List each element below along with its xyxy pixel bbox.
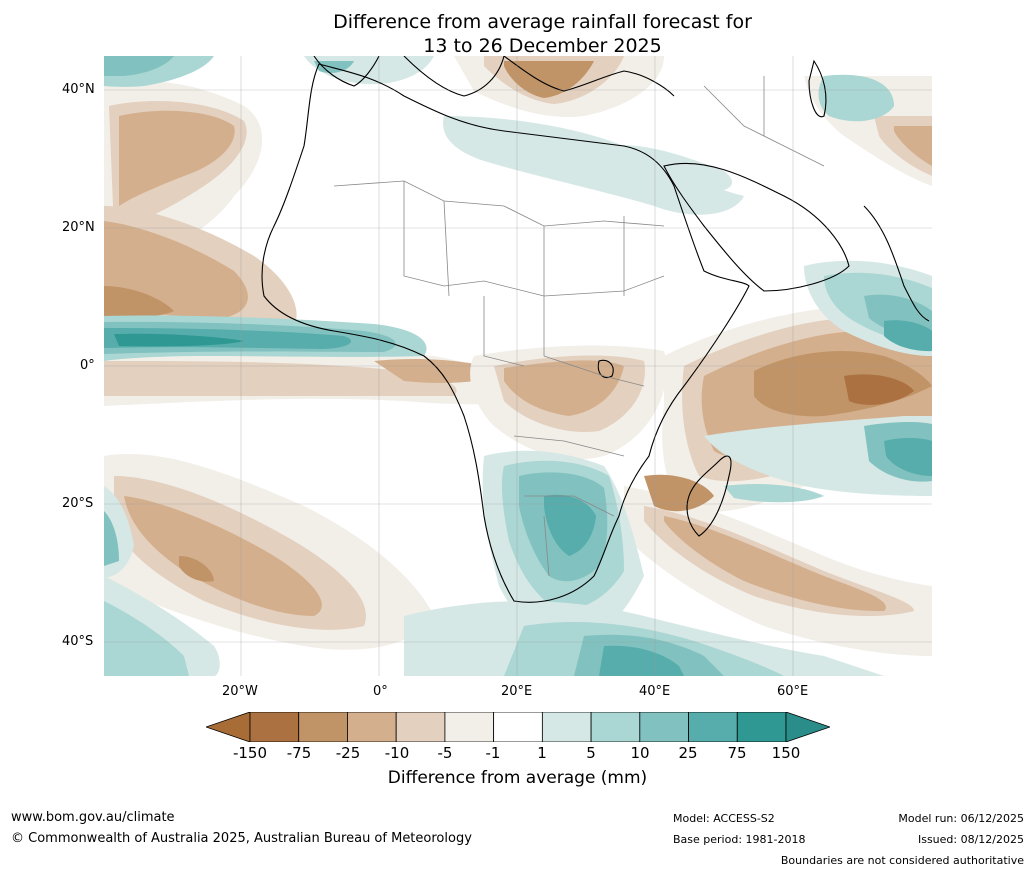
wet-region-itcz-4 <box>114 333 244 347</box>
wet-region-sw-corner-2 <box>104 601 189 676</box>
dry-region-indian-ocean-5 <box>844 374 914 405</box>
dry-region-congo-3 <box>504 360 624 416</box>
india-coastline <box>863 205 930 322</box>
lat-label-20n: 20°N <box>62 220 95 235</box>
legend-swatch <box>493 712 543 742</box>
lon-label-60e: 60°E <box>777 684 809 699</box>
footer-model-run: Model run: 06/12/2025 <box>898 812 1024 825</box>
lat-label-40s: 40°S <box>62 634 94 649</box>
legend-tick-label: 1 <box>537 744 547 762</box>
legend-title-text: Difference from average (mm) <box>387 768 648 788</box>
wet-region-caspian <box>818 74 894 122</box>
border-3 <box>443 200 450 297</box>
africa-coastline <box>261 63 750 603</box>
wet-region-levant-2 <box>604 145 733 193</box>
map-title: Difference from average rainfall forecas… <box>0 10 1035 58</box>
legend-swatch <box>590 712 641 742</box>
dry-region-s-atlantic-4 <box>179 556 214 582</box>
caspian-coastline <box>808 59 827 118</box>
border-6 <box>543 355 645 387</box>
border-5 <box>483 296 525 367</box>
legend-tick-label: -1 <box>485 744 501 762</box>
lon-label-0: 0° <box>373 684 388 699</box>
legend-swatch <box>347 712 397 742</box>
legend-swatch <box>639 712 689 742</box>
dry-region-mediterranean-3 <box>504 61 594 98</box>
wet-region-arabian-sea-4 <box>884 320 932 352</box>
legend-swatch <box>541 712 592 742</box>
border-9 <box>543 515 550 577</box>
footer-copyright: © Commonwealth of Australia 2025, Austra… <box>11 831 472 846</box>
wet-region-southern-ocean-4 <box>599 645 684 676</box>
legend-swatch <box>298 712 348 742</box>
border-8 <box>524 495 615 517</box>
country-borders <box>333 76 825 577</box>
lat-label-eq: 0° <box>80 358 95 373</box>
legend-tick-label: 10 <box>630 744 650 762</box>
lon-label-40e: 40°E <box>639 684 671 699</box>
lon-label-20e: 20°E <box>501 684 533 699</box>
arabia-coastline <box>663 162 850 292</box>
footer-disclaimer: Boundaries are not considered authoritat… <box>780 854 1024 867</box>
wet-region-w-edge-2 <box>104 511 119 566</box>
iberia-coastline <box>313 56 380 87</box>
balkan-turkey-coastline <box>503 56 675 97</box>
footer-base-period: Base period: 1981-2018 <box>673 833 806 846</box>
lon-label-20w: 20°W <box>222 684 258 699</box>
lake-victoria <box>597 359 614 379</box>
title-line-1: Difference from average rainfall forecas… <box>333 11 752 33</box>
legend-swatch-low-extend <box>206 712 251 742</box>
legend-swatch <box>395 712 446 742</box>
legend-tick-label: 150 <box>771 744 801 762</box>
legend-colorbar <box>206 712 830 742</box>
wet-region-iberia-2 <box>314 61 354 73</box>
legend-tick-label: -10 <box>384 744 410 762</box>
italy-coastline <box>403 56 505 97</box>
dry-region-s-indian-3 <box>664 516 886 612</box>
footer-website: www.bom.gov.au/climate <box>11 810 175 825</box>
footer-model: Model: ACCESS-S2 <box>673 812 775 825</box>
dry-region-mozambique <box>644 474 714 512</box>
legend-swatch-high-extend <box>785 712 830 742</box>
wet-region-nw-corner-2 <box>104 56 174 76</box>
madagascar-coastline <box>686 455 732 537</box>
map-svg <box>104 56 932 676</box>
legend-tick-label: -75 <box>286 744 312 762</box>
legend-tick-label: -25 <box>335 744 361 762</box>
border-7 <box>513 435 625 457</box>
legend-swatch <box>249 712 300 742</box>
wet-region-levant-1 <box>443 116 744 215</box>
footer-issued: Issued: 08/12/2025 <box>917 833 1024 846</box>
wet-region-sw-indian-3 <box>884 437 932 476</box>
legend-tick-label: -150 <box>232 744 268 762</box>
wet-region-s-africa-4 <box>544 494 596 556</box>
legend-title: Difference from average (mm) <box>0 768 1035 788</box>
dry-region-iran-3 <box>894 126 932 166</box>
wet-region-sw-indian-4 <box>724 484 824 503</box>
title-line-2: 13 to 26 December 2025 <box>423 35 662 57</box>
dry-region-eq-atlantic-2 <box>104 361 457 396</box>
legend-swatch <box>688 712 738 742</box>
legend-tick-label: 5 <box>586 744 596 762</box>
legend-swatch <box>444 712 495 742</box>
dry-region-s-atlantic-3 <box>124 496 322 616</box>
rainfall-anomaly-map <box>104 56 932 676</box>
legend-swatch <box>736 712 787 742</box>
lat-label-20s: 20°S <box>62 496 94 511</box>
coastlines <box>261 56 930 603</box>
legend-tick-label: -5 <box>437 744 453 762</box>
legend-tick-label: 75 <box>727 744 747 762</box>
graticule <box>104 56 932 676</box>
lat-label-40n: 40°N <box>62 82 95 97</box>
dry-region-n-atlantic-3 <box>119 110 235 206</box>
dry-region-subtrop-atlantic-3 <box>104 286 174 318</box>
legend-tick-label: 25 <box>678 744 698 762</box>
